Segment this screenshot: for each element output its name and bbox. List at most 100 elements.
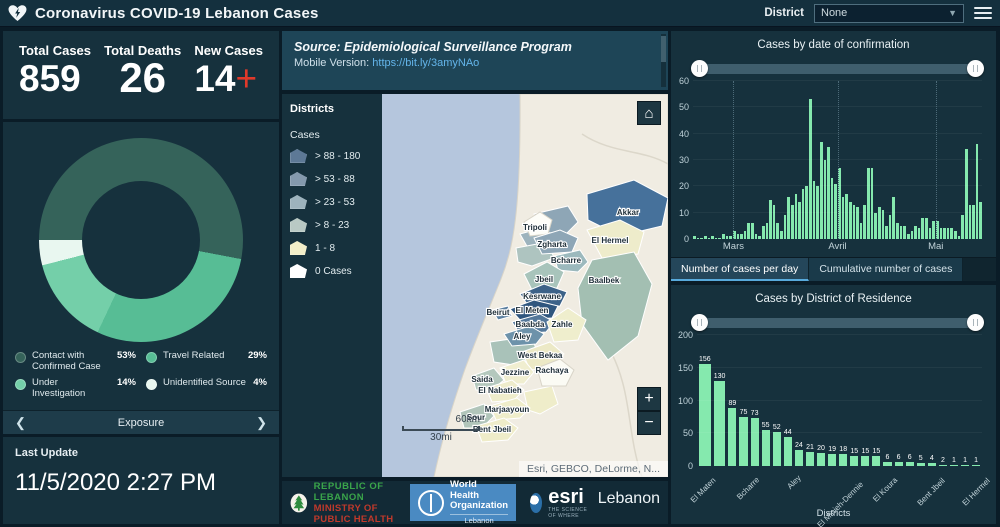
bar-group[interactable]: 55	[761, 335, 770, 466]
bar[interactable]	[877, 207, 881, 239]
district-shape[interactable]	[536, 358, 575, 387]
bar[interactable]	[906, 233, 910, 239]
bar[interactable]	[707, 238, 711, 239]
bar[interactable]	[751, 223, 754, 239]
bar[interactable]	[772, 204, 776, 239]
bar[interactable]	[699, 363, 711, 466]
bar-group[interactable]: 24	[794, 335, 803, 466]
district-shape[interactable]	[586, 179, 668, 237]
bar-group[interactable]: 6	[883, 335, 892, 466]
daily-chart-plot[interactable]: 0 10 20 30 40 50 60	[679, 76, 982, 244]
bar[interactable]	[921, 217, 924, 239]
district-shape[interactable]	[489, 397, 531, 421]
bar[interactable]	[819, 141, 823, 239]
bar[interactable]	[910, 231, 914, 239]
district-shape[interactable]	[503, 325, 545, 347]
district-shape[interactable]	[491, 305, 513, 321]
bar[interactable]	[761, 225, 765, 239]
bar[interactable]	[863, 204, 866, 239]
bar[interactable]	[883, 462, 892, 466]
bar[interactable]	[812, 181, 816, 239]
bar-group[interactable]: 44	[783, 335, 792, 466]
bar[interactable]	[718, 238, 721, 239]
exposure-donut-chart[interactable]	[39, 138, 243, 342]
bar[interactable]	[827, 146, 830, 239]
bar[interactable]	[816, 186, 819, 239]
next-arrow-button[interactable]: ❯	[256, 415, 267, 430]
bar-group[interactable]: 6	[905, 335, 914, 466]
bar[interactable]	[949, 465, 959, 466]
district-shape[interactable]	[533, 229, 579, 255]
bar-group[interactable]: 19	[828, 335, 837, 466]
tab-cases-per-day[interactable]: Number of cases per day	[671, 258, 810, 281]
bar[interactable]	[968, 204, 972, 239]
bar[interactable]	[798, 202, 801, 239]
tab-cumulative-cases[interactable]: Cumulative number of cases	[809, 258, 964, 281]
bar-group[interactable]: 89	[728, 335, 737, 466]
bar-group[interactable]: 75	[739, 335, 748, 466]
bar[interactable]	[794, 194, 798, 239]
map-zoom-in-button[interactable]: +	[637, 387, 661, 411]
map-home-button[interactable]: ⌂	[637, 101, 661, 125]
lebanon-map[interactable]: Akkar Tripoli Zgharta El Hermel Bcharre …	[382, 94, 668, 477]
bar[interactable]	[943, 228, 946, 239]
bar-group[interactable]: 1	[961, 335, 970, 466]
bar[interactable]	[954, 231, 957, 239]
bar[interactable]	[838, 167, 841, 239]
bar-group[interactable]: 2	[938, 335, 947, 466]
scrollbar-thumb[interactable]	[661, 36, 666, 62]
bar[interactable]	[725, 236, 729, 239]
bar[interactable]	[852, 204, 856, 239]
bar[interactable]	[839, 454, 848, 466]
bar-group[interactable]: 21	[805, 335, 814, 466]
bar[interactable]	[938, 464, 947, 466]
bar[interactable]	[713, 380, 726, 466]
map-zoom-out-button[interactable]: −	[637, 411, 661, 435]
bar[interactable]	[740, 233, 743, 239]
bar[interactable]	[758, 236, 761, 239]
bar[interactable]	[743, 231, 747, 239]
bar[interactable]	[961, 465, 970, 466]
district-select[interactable]: None ▼	[814, 3, 964, 23]
bar[interactable]	[736, 233, 740, 239]
bar[interactable]	[914, 225, 917, 239]
bar[interactable]	[693, 236, 696, 239]
bar[interactable]	[780, 231, 783, 239]
bar[interactable]	[972, 204, 975, 239]
bar[interactable]	[696, 238, 700, 239]
bar[interactable]	[765, 223, 769, 239]
district-shape[interactable]	[485, 379, 525, 403]
bar[interactable]	[939, 228, 943, 239]
district-shape[interactable]	[509, 299, 559, 321]
bar[interactable]	[776, 223, 779, 239]
bar[interactable]	[867, 167, 870, 239]
district-shape[interactable]	[459, 403, 495, 429]
bar[interactable]	[783, 437, 792, 466]
scrollbar[interactable]	[661, 34, 666, 87]
bar[interactable]	[899, 225, 903, 239]
bar[interactable]	[787, 196, 790, 239]
district-shape[interactable]	[546, 307, 587, 343]
district-shape[interactable]	[523, 261, 565, 291]
bar-group[interactable]: 156	[699, 335, 711, 466]
bar[interactable]	[964, 149, 968, 239]
bar[interactable]	[927, 463, 936, 466]
bar[interactable]	[874, 212, 877, 239]
district-shape[interactable]	[499, 359, 535, 385]
bar[interactable]	[809, 99, 812, 239]
bar-group[interactable]: 15	[861, 335, 870, 466]
district-shape[interactable]	[523, 211, 553, 237]
bar[interactable]	[722, 233, 725, 239]
bar[interactable]	[925, 217, 928, 239]
bar-group[interactable]: 1	[972, 335, 981, 466]
bar[interactable]	[916, 462, 925, 466]
bar[interactable]	[817, 452, 826, 466]
bar[interactable]	[892, 196, 895, 239]
bar-group[interactable]: 52	[772, 335, 781, 466]
bar[interactable]	[885, 225, 888, 239]
bar-group[interactable]: 5	[916, 335, 925, 466]
slider-handle-left[interactable]	[691, 314, 708, 331]
bar[interactable]	[894, 462, 903, 466]
district-shape[interactable]	[577, 251, 653, 361]
bar[interactable]	[700, 238, 703, 239]
